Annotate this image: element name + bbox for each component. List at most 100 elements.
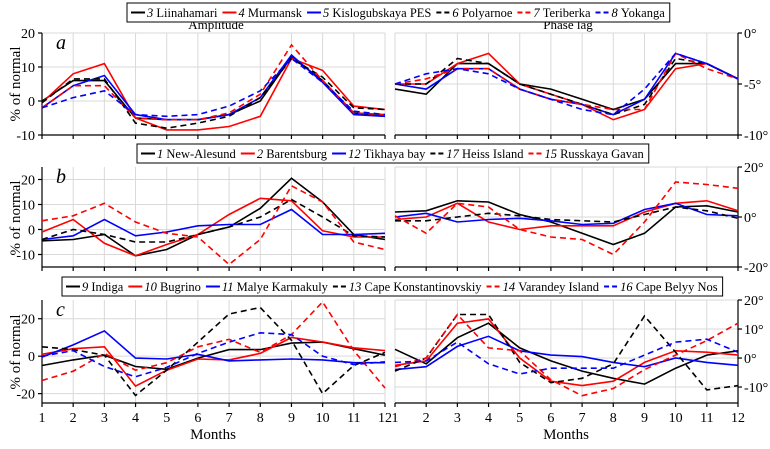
x-tick-label: 9	[641, 411, 648, 426]
legend-label: 16 Cape Belyy Nos	[620, 280, 718, 294]
chart-c-phase: -10°0°10°20°1 2 3 4 5 6 7 8 9 10 11 12	[392, 294, 769, 426]
legend-label: 5 Kislogubskaya PES	[323, 6, 431, 20]
y-tick-label: -20°	[744, 261, 768, 276]
x-tick-label: 1	[392, 411, 399, 426]
legend-item-4: 4 Murmansk	[222, 6, 303, 20]
y-tick-label: 0°	[744, 211, 757, 226]
legend-label: 8 Yokanga	[612, 6, 666, 20]
series-line-17	[395, 206, 739, 223]
legend-item-12: 12 Tikhaya bay	[332, 147, 426, 161]
legend-c: 9 Indiga 10 Bugrino 11 Malye Karmakuly 13 C…	[61, 276, 724, 297]
x-tick-label: 11	[700, 411, 713, 426]
series-line-15	[394, 181, 739, 256]
x-tick-label: 5	[516, 411, 523, 426]
y-tick-label: -5°	[744, 78, 761, 93]
x-tick-label: 12	[731, 411, 745, 426]
legend-box	[61, 276, 724, 297]
legend-item-10: 10 Bugrino	[128, 280, 201, 294]
x-tick-label: 10	[669, 411, 683, 426]
x-axis-label-left: Months	[190, 427, 236, 443]
legend-label: 17 Heiss Island	[446, 147, 524, 161]
legend-item-3: 3 Liinahamari	[131, 6, 218, 20]
x-tick-label: 7	[579, 411, 586, 426]
series-line-16	[41, 331, 386, 378]
y-tick-label: 10	[21, 199, 35, 214]
y-tick-label: 20	[21, 27, 35, 42]
legend-item-15: 15 Russkaya Gavan	[528, 147, 645, 161]
series-line-16	[394, 338, 739, 375]
y-tick-label: 0	[28, 350, 35, 365]
x-tick-label: 4	[132, 411, 139, 426]
series-line-4	[395, 52, 739, 121]
x-tick-label: 10	[316, 411, 330, 426]
chart-b-amplitude: -10 0 10 20 b	[16, 166, 386, 271]
y-axis-label-c: % of normal	[8, 315, 24, 390]
x-tick-label: 6	[194, 411, 201, 426]
x-tick-label: 8	[610, 411, 617, 426]
y-tick-label: 0	[28, 224, 35, 239]
series-line-11	[41, 329, 385, 364]
legend-item-11: 11 Malye Karmakuly	[205, 280, 329, 294]
series-line-13	[394, 313, 739, 391]
series-line-9	[394, 322, 739, 385]
y-tick-label: 20	[21, 313, 35, 328]
panel-label: c	[56, 299, 65, 321]
series-line-4	[41, 57, 386, 131]
series-line-6	[395, 57, 739, 116]
legend-box	[126, 2, 671, 23]
x-tick-label: 8	[257, 411, 264, 426]
legend-item-14: 14 Varandey Island	[486, 280, 600, 294]
x-tick-label: 1	[39, 411, 46, 426]
x-tick-label: 11	[347, 411, 360, 426]
legend-label: 6 Polyarnoe	[452, 6, 513, 20]
y-tick-label: 0°	[744, 352, 757, 367]
x-tick-label: 2	[423, 411, 430, 426]
series-line-7	[394, 52, 739, 111]
x-tick-label: 3	[454, 411, 461, 426]
legend-item-13: 13 Cape Konstantinovskiy	[332, 280, 482, 294]
series-line-10	[41, 336, 386, 388]
series-line-8	[394, 52, 739, 116]
legend-label: 7 Teriberka	[533, 6, 591, 20]
legend-a: 3 Liinahamari 4 Murmansk 5 Kislogubskaya P…	[126, 2, 671, 23]
legend-label: 15 Russkaya Gavan	[544, 147, 644, 161]
y-tick-label: 20°	[744, 161, 764, 176]
legend-label: 11 Malye Karmakuly	[222, 280, 329, 294]
series-line-2	[394, 199, 739, 231]
series-line-8	[41, 57, 386, 118]
panel-label: a	[56, 32, 66, 54]
legend-item-8: 8 Yokanga	[595, 6, 666, 20]
x-tick-label: 3	[101, 411, 108, 426]
series-line-15	[41, 184, 386, 266]
legend-box	[136, 143, 650, 164]
legend-label: 13 Cape Konstantinovskiy	[349, 280, 482, 294]
series-line-7	[41, 43, 386, 121]
series-line-14	[394, 313, 739, 397]
series-line-12	[41, 208, 386, 241]
y-tick-label: -10	[16, 249, 35, 264]
panel-label: b	[56, 166, 66, 188]
x-tick-label: 9	[288, 411, 295, 426]
legend-item-1: 1 New-Alesund	[141, 147, 237, 161]
legend-label: 9 Indiga	[82, 280, 124, 294]
y-tick-label: -10	[16, 129, 35, 144]
series-line-17	[41, 198, 386, 243]
y-tick-label: 10	[21, 61, 35, 76]
series-line-10	[394, 318, 739, 387]
legend-item-6: 6 Polyarnoe	[436, 6, 513, 20]
y-tick-label: -10°	[744, 381, 768, 396]
y-tick-label: 10°	[744, 323, 764, 338]
chart-a-amplitude: -10 0 10 20 a	[16, 27, 386, 144]
chart-a-phase: -10° -5° 0°	[394, 27, 768, 144]
series-line-13	[41, 306, 386, 397]
series-line-1	[394, 199, 739, 246]
y-tick-label: 0	[28, 95, 35, 110]
y-axis-label-a: % of normal	[8, 47, 24, 122]
legend-item-2: 2 Barentsburg	[240, 147, 328, 161]
y-axis-label-b: % of normal	[8, 181, 24, 256]
y-tick-label: -20	[16, 388, 35, 403]
legend-label: 14 Varandey Island	[503, 280, 600, 294]
series-line-14	[41, 300, 386, 389]
